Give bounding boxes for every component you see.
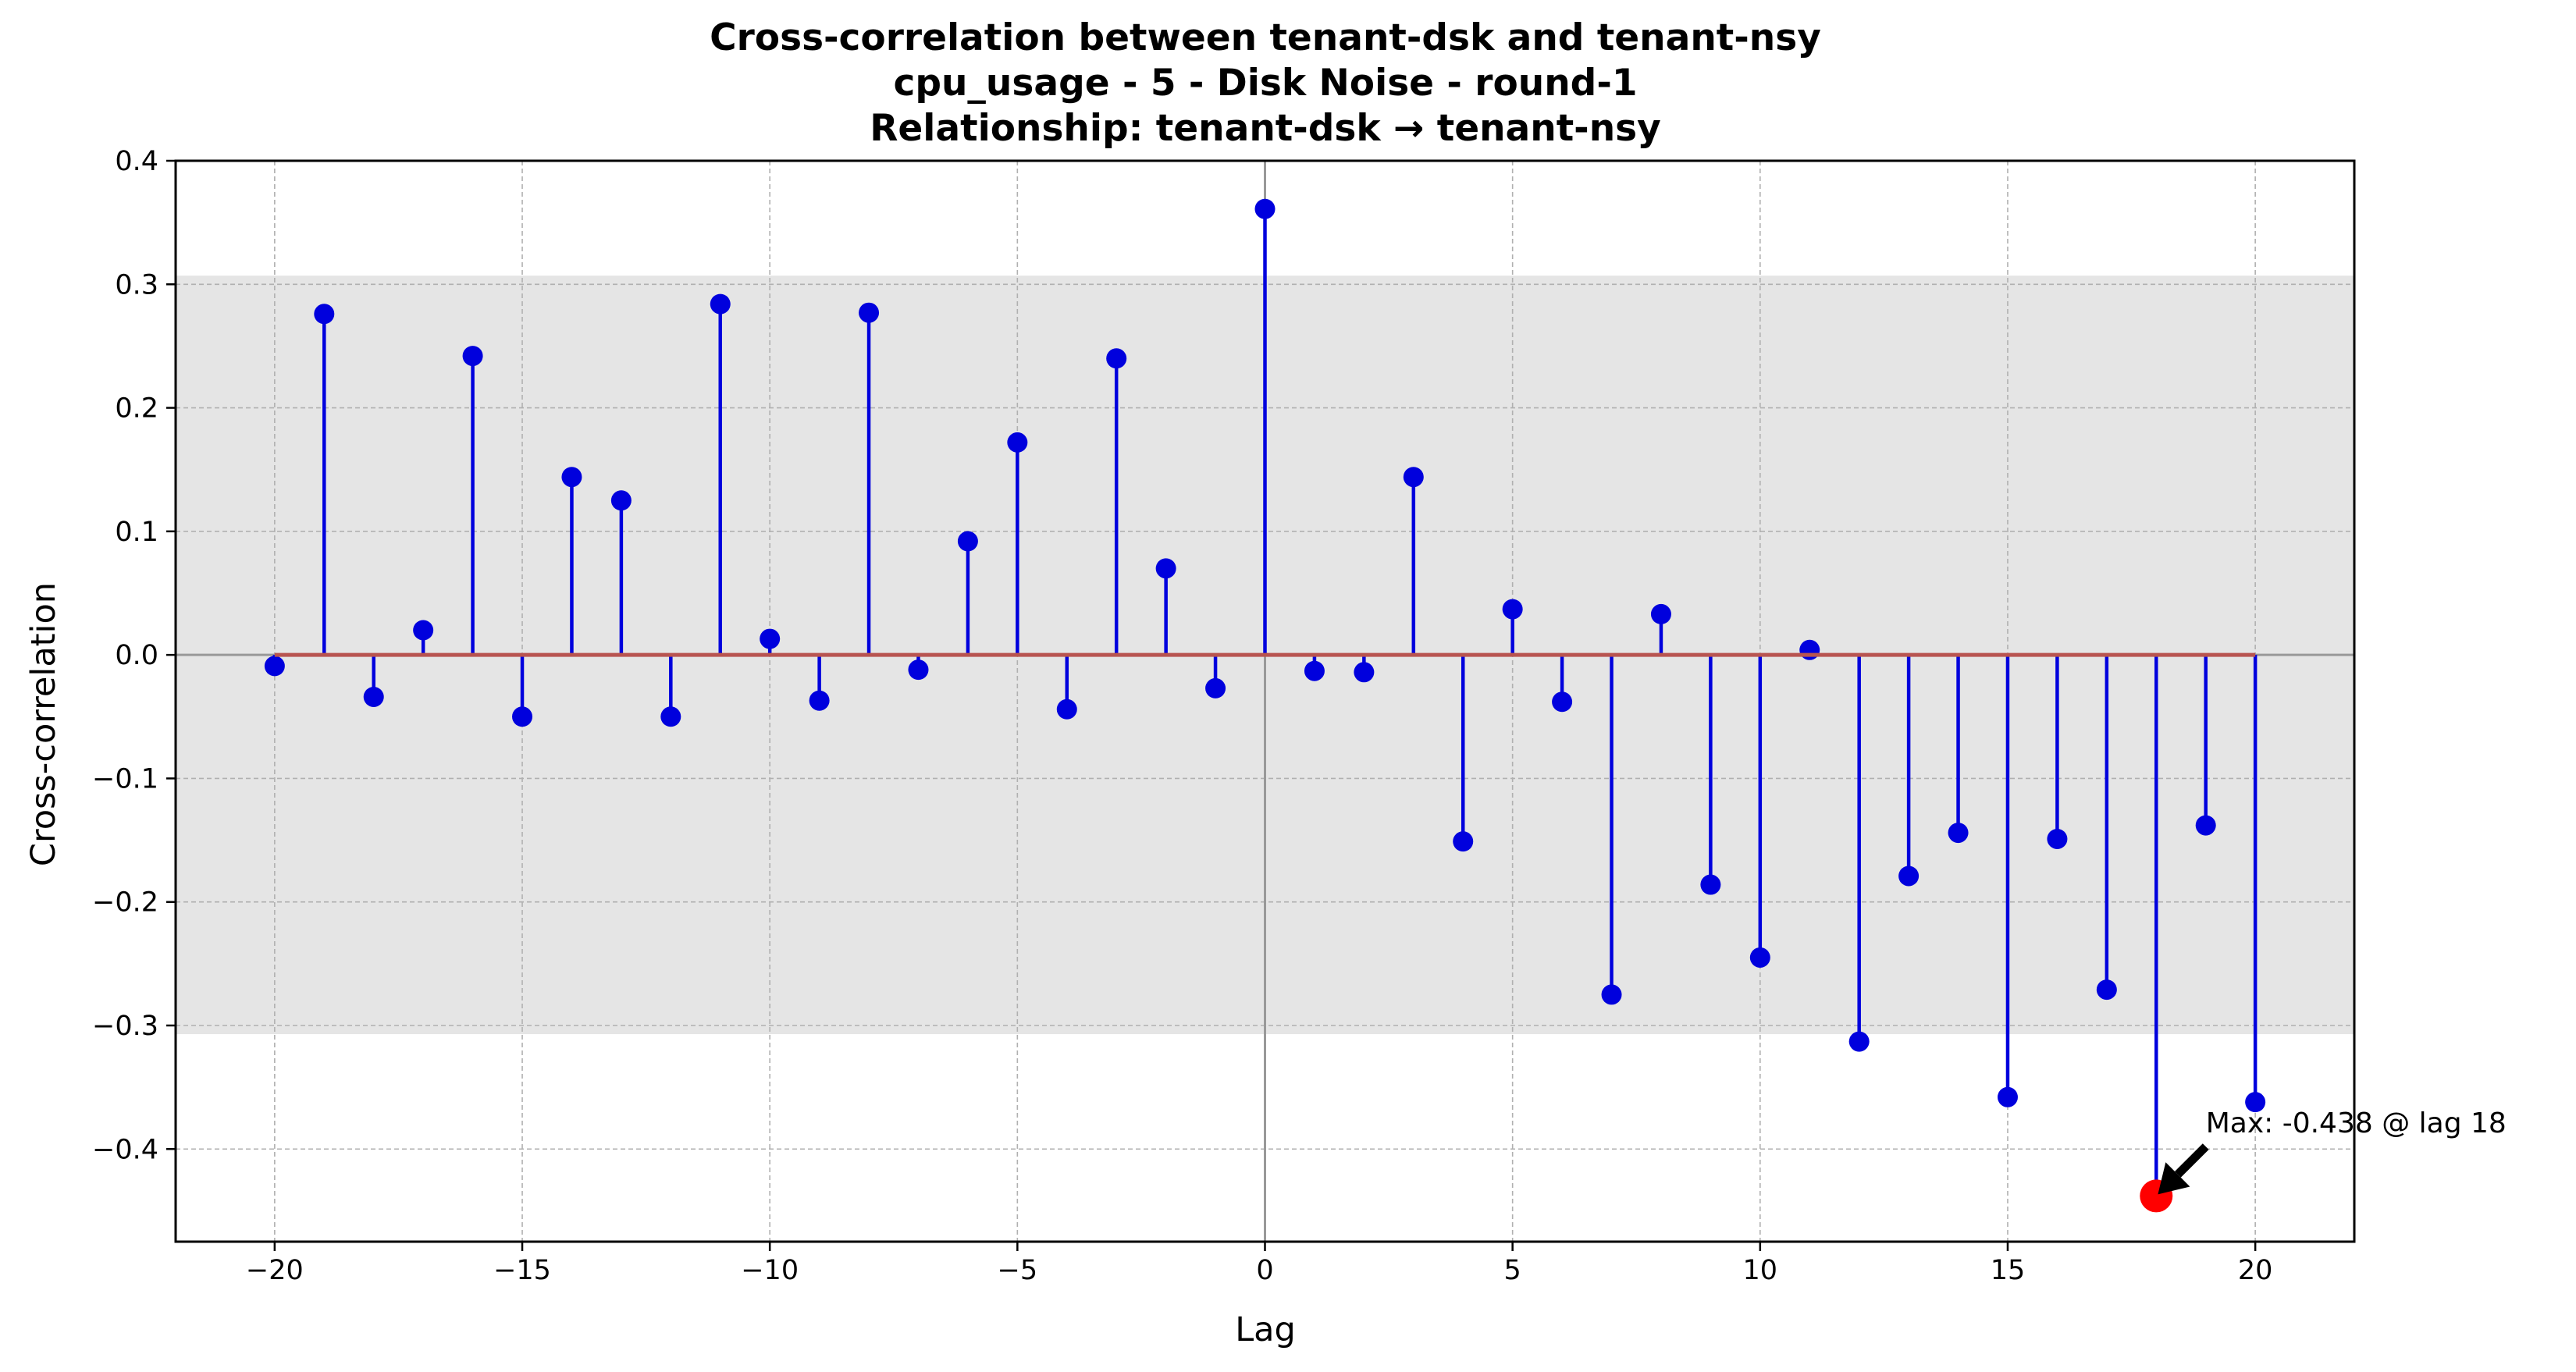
stem-marker — [2195, 815, 2216, 836]
stem-marker — [1007, 432, 1028, 453]
chart-title-line-3: Relationship: tenant-dsk → tenant-nsy — [870, 107, 1661, 150]
stem-marker — [1700, 874, 1721, 895]
stem-marker — [561, 467, 582, 488]
stem-marker — [908, 659, 929, 681]
stem-marker — [1997, 1086, 2018, 1107]
x-tick-label: 15 — [1991, 1255, 2026, 1286]
y-tick-label: 0.4 — [115, 146, 158, 177]
y-tick-label: 0.3 — [115, 269, 158, 300]
stem-marker — [1453, 831, 1474, 852]
stem-marker — [1056, 698, 1077, 720]
stem-marker — [1948, 823, 1969, 844]
y-tick-label: −0.4 — [92, 1134, 158, 1165]
x-tick-label: 10 — [1743, 1255, 1778, 1286]
x-tick-label: 20 — [2238, 1255, 2273, 1286]
stem-marker — [1601, 984, 1622, 1005]
stem-marker — [1650, 603, 1671, 624]
x-tick-label: 5 — [1504, 1255, 1521, 1286]
stem-marker — [512, 706, 533, 727]
x-tick-label: 0 — [1256, 1255, 1273, 1286]
x-tick-label: −20 — [246, 1255, 304, 1286]
stem-marker — [462, 346, 483, 367]
stem-marker — [2096, 979, 2117, 1001]
stem-marker — [2047, 828, 2068, 849]
stem-marker — [1552, 691, 1573, 713]
stem-marker — [1898, 865, 1920, 887]
stem-marker — [1403, 467, 1424, 488]
stem-series — [264, 198, 2266, 1207]
stem-marker — [710, 293, 731, 315]
stem-marker — [314, 304, 335, 325]
annotation-arrow-shaft — [2174, 1143, 2209, 1178]
stem-marker — [1354, 662, 1375, 683]
stem-marker — [1254, 198, 1276, 219]
y-axis-label: Cross-correlation — [24, 582, 63, 866]
chart-title-line-1: Cross-correlation between tenant-dsk and… — [710, 16, 1821, 59]
stem-marker — [660, 706, 681, 727]
y-tick-label: −0.1 — [92, 763, 158, 794]
chart-title-line-2: cpu_usage - 5 - Disk Noise - round-1 — [893, 62, 1637, 105]
y-tick-label: −0.2 — [92, 887, 158, 919]
y-tick-label: 0.2 — [115, 393, 158, 425]
stem-marker — [1848, 1031, 1870, 1052]
stem-marker — [760, 628, 781, 649]
stem-marker — [264, 656, 285, 677]
stem-marker — [1749, 947, 1770, 968]
x-axis-label: Lag — [1235, 1310, 1296, 1349]
max-annotation-label: Max: -0.438 @ lag 18 — [2206, 1107, 2507, 1139]
y-tick-label: 0.1 — [115, 517, 158, 548]
stem-marker — [1106, 348, 1127, 369]
y-tick-label: 0.0 — [115, 640, 158, 671]
stem-marker — [1304, 660, 1325, 681]
y-tick-label: −0.3 — [92, 1011, 158, 1042]
stem-marker — [363, 686, 384, 707]
stem-marker — [1205, 677, 1226, 698]
plot-area: Max: -0.438 @ lag 18 −20 −15 −10 −5 0 5 10 15 20 −… — [92, 146, 2507, 1286]
stem-marker — [859, 302, 880, 323]
stem-marker — [1155, 558, 1176, 579]
x-tick-label: −10 — [741, 1255, 799, 1286]
stem-marker — [1502, 599, 1523, 620]
stem-marker — [1799, 639, 1820, 660]
stem-marker — [957, 531, 978, 552]
stem-marker — [413, 620, 434, 641]
stem-marker — [2245, 1092, 2266, 1113]
x-tick-label: −5 — [998, 1255, 1038, 1286]
stem-marker — [809, 690, 830, 711]
annotation-arrow-head — [2158, 1162, 2190, 1195]
stem-marker — [610, 490, 632, 511]
x-tick-label: −15 — [493, 1255, 551, 1286]
